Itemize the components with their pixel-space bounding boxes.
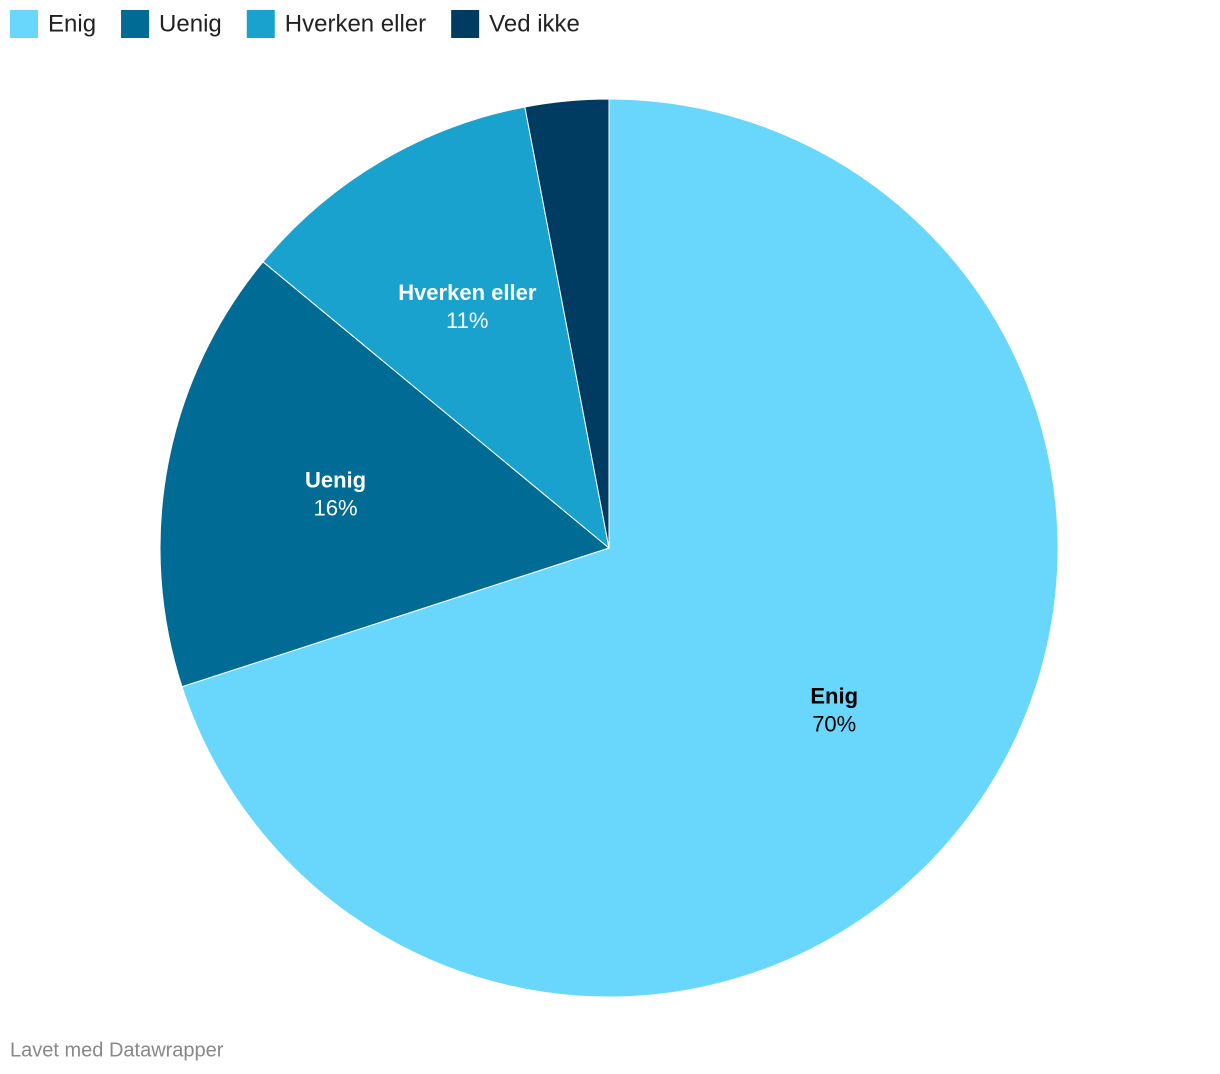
slice-value-label: 16% [314, 496, 358, 521]
slice-label: Uenig [305, 468, 366, 493]
pie: Enig 70% Uenig 16% Hverken eller 11% [159, 98, 1059, 998]
legend: Enig Uenig Hverken eller Ved ikke [10, 10, 580, 38]
legend-label: Uenig [159, 10, 222, 37]
pie-slice [524, 98, 610, 549]
footer: Lavet med Datawrapper [10, 1039, 224, 1061]
pie-slice [181, 98, 1059, 998]
legend-swatch [121, 10, 150, 38]
legend-label: Enig [48, 10, 96, 37]
slice-value-label: 70% [812, 711, 856, 736]
legend-swatch [246, 10, 275, 38]
legend-swatch [451, 10, 480, 38]
pie-slice [262, 106, 610, 550]
slice-label: Hverken eller [398, 280, 537, 305]
slice-value-label: 11% [446, 308, 488, 333]
legend-swatch [10, 10, 38, 38]
slice-label: Enig [810, 683, 858, 708]
legend-label: Ved ikke [489, 10, 580, 37]
pie-slice [159, 261, 611, 688]
legend-label: Hverken eller [285, 10, 426, 37]
